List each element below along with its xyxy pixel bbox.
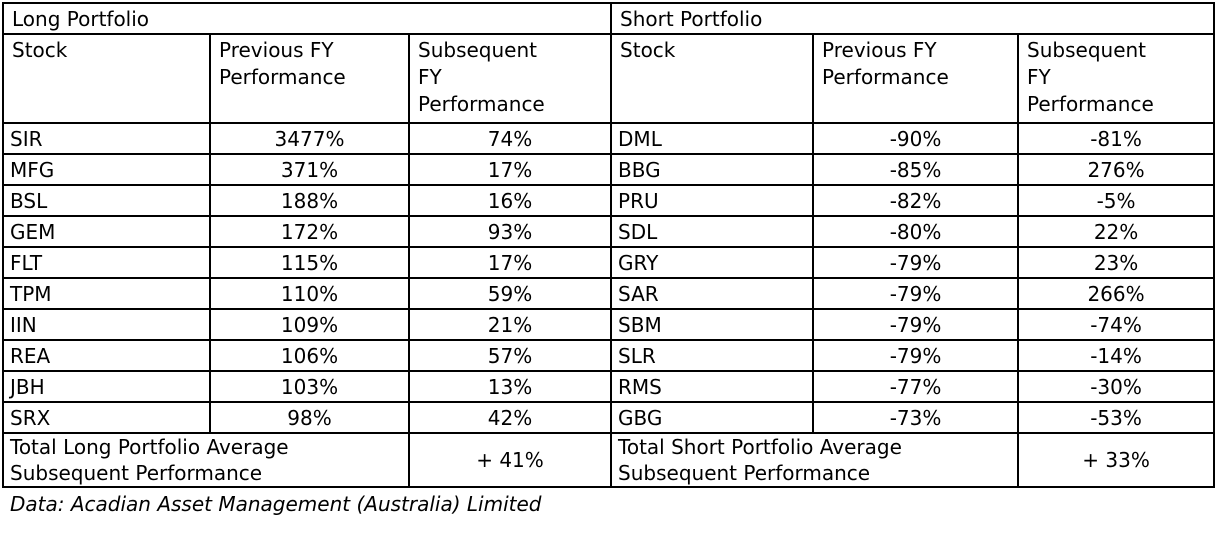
long-stock-cell: JBH (2, 370, 211, 403)
short-subs-cell: 266% (1017, 277, 1216, 310)
portfolio-performance-table: Long Portfolio Short Portfolio Stock Pre… (1, 2, 1216, 488)
short-total-value: + 33% (1017, 432, 1216, 488)
table-total-row: Total Long Portfolio Average Subsequent … (2, 432, 1216, 488)
long-stock-cell: BSL (2, 184, 211, 217)
short-subs-cell: -30% (1017, 370, 1216, 403)
table-row: SRX 98% 42% GBG -73% -53% (2, 401, 1216, 434)
short-stock-cell: PRU (610, 184, 815, 217)
long-stock-cell: FLT (2, 246, 211, 279)
table-header-row: Stock Previous FY Performance Subsequent… (2, 33, 1216, 124)
long-stock-cell: SRX (2, 401, 211, 434)
table-row: REA 106% 57% SLR -79% -14% (2, 339, 1216, 372)
table-row: IIN 109% 21% SBM -79% -74% (2, 308, 1216, 341)
short-subs-cell: -74% (1017, 308, 1216, 341)
short-prev-cell: -90% (812, 122, 1020, 155)
table-row: FLT 115% 17% GRY -79% 23% (2, 246, 1216, 279)
short-stock-cell: RMS (610, 370, 815, 403)
table-row: JBH 103% 13% RMS -77% -30% (2, 370, 1216, 403)
long-subs-cell: 93% (407, 215, 613, 248)
table-row: TPM 110% 59% SAR -79% 266% (2, 277, 1216, 310)
short-subs-cell: 23% (1017, 246, 1216, 279)
short-subs-cell: -5% (1017, 184, 1216, 217)
short-subs-cell: 22% (1017, 215, 1216, 248)
long-subs-cell: 17% (407, 153, 613, 186)
long-subs-cell: 16% (407, 184, 613, 217)
short-stock-cell: DML (610, 122, 815, 155)
short-prev-cell: -73% (812, 401, 1020, 434)
short-prev-cell: -80% (812, 215, 1020, 248)
long-subs-cell: 59% (407, 277, 613, 310)
short-prev-cell: -79% (812, 246, 1020, 279)
long-prev-cell: 98% (209, 401, 410, 434)
long-subs-cell: 13% (407, 370, 613, 403)
short-total-label: Total Short Portfolio Average Subsequent… (610, 432, 1020, 488)
long-portfolio-title: Long Portfolio (1, 2, 613, 35)
table-row: MFG 371% 17% BBG -85% 276% (2, 153, 1216, 186)
long-prev-cell: 106% (209, 339, 410, 372)
table-row: GEM 172% 93% SDL -80% 22% (2, 215, 1216, 248)
short-prev-cell: -82% (812, 184, 1020, 217)
long-prev-cell: 172% (209, 215, 410, 248)
long-prev-cell: 188% (209, 184, 410, 217)
long-header-stock: Stock (2, 33, 211, 124)
short-header-stock: Stock (610, 33, 815, 124)
short-stock-cell: GRY (610, 246, 815, 279)
long-prev-cell: 110% (209, 277, 410, 310)
long-subs-cell: 17% (407, 246, 613, 279)
short-stock-cell: BBG (610, 153, 815, 186)
long-prev-cell: 109% (209, 308, 410, 341)
long-stock-cell: MFG (2, 153, 211, 186)
short-stock-cell: SBM (610, 308, 815, 341)
short-prev-cell: -79% (812, 277, 1020, 310)
short-prev-cell: -79% (812, 308, 1020, 341)
long-stock-cell: SIR (2, 122, 211, 155)
long-prev-cell: 371% (209, 153, 410, 186)
long-stock-cell: GEM (2, 215, 211, 248)
long-subs-cell: 74% (407, 122, 613, 155)
long-subs-cell: 57% (407, 339, 613, 372)
long-prev-cell: 115% (209, 246, 410, 279)
short-stock-cell: SDL (610, 215, 815, 248)
long-header-subsequent-fy: Subsequent FY Performance (407, 33, 613, 124)
long-total-label: Total Long Portfolio Average Subsequent … (2, 432, 410, 488)
short-header-subsequent-fy: Subsequent FY Performance (1017, 33, 1216, 124)
short-prev-cell: -79% (812, 339, 1020, 372)
long-prev-cell: 3477% (209, 122, 410, 155)
long-subs-cell: 42% (407, 401, 613, 434)
short-subs-cell: -53% (1017, 401, 1216, 434)
table-row: BSL 188% 16% PRU -82% -5% (2, 184, 1216, 217)
short-stock-cell: GBG (610, 401, 815, 434)
long-prev-cell: 103% (209, 370, 410, 403)
table-title-row: Long Portfolio Short Portfolio (1, 2, 1216, 35)
long-stock-cell: REA (2, 339, 211, 372)
data-source-note: Data: Acadian Asset Management (Australi… (10, 492, 542, 516)
long-header-previous-fy: Previous FY Performance (209, 33, 410, 124)
short-subs-cell: -14% (1017, 339, 1216, 372)
short-prev-cell: -77% (812, 370, 1020, 403)
short-subs-cell: -81% (1017, 122, 1216, 155)
table-row: SIR 3477% 74% DML -90% -81% (2, 122, 1216, 155)
short-stock-cell: SAR (610, 277, 815, 310)
short-subs-cell: 276% (1017, 153, 1216, 186)
short-portfolio-title: Short Portfolio (610, 2, 1216, 35)
long-stock-cell: TPM (2, 277, 211, 310)
short-header-previous-fy: Previous FY Performance (812, 33, 1020, 124)
short-stock-cell: SLR (610, 339, 815, 372)
long-stock-cell: IIN (2, 308, 211, 341)
long-subs-cell: 21% (407, 308, 613, 341)
short-prev-cell: -85% (812, 153, 1020, 186)
long-total-value: + 41% (407, 432, 613, 488)
